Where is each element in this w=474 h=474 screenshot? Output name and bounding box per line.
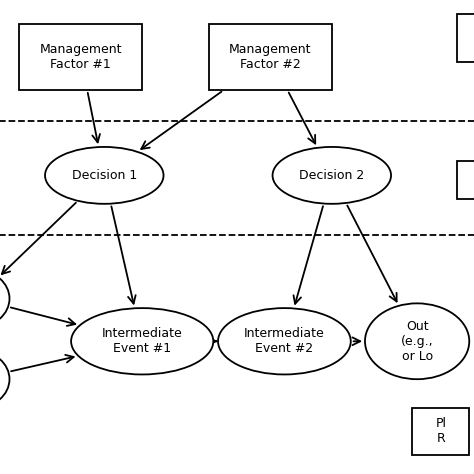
Ellipse shape <box>45 147 164 204</box>
Ellipse shape <box>218 308 351 374</box>
Ellipse shape <box>0 270 9 327</box>
FancyBboxPatch shape <box>412 408 469 455</box>
Text: Intermediate
Event #1: Intermediate Event #1 <box>102 327 182 356</box>
Text: Management
Factor #1: Management Factor #1 <box>39 43 122 71</box>
FancyBboxPatch shape <box>209 24 332 90</box>
Text: Intermediate
Event #2: Intermediate Event #2 <box>244 327 325 356</box>
Ellipse shape <box>0 351 9 408</box>
Text: Management
Factor #2: Management Factor #2 <box>229 43 311 71</box>
Text: Pl
R: Pl R <box>435 417 447 446</box>
FancyBboxPatch shape <box>457 161 474 199</box>
FancyBboxPatch shape <box>457 14 474 62</box>
Text: Out
(e.g.,
or Lo: Out (e.g., or Lo <box>401 320 433 363</box>
Ellipse shape <box>273 147 391 204</box>
Text: Decision 2: Decision 2 <box>299 169 365 182</box>
Ellipse shape <box>71 308 213 374</box>
Ellipse shape <box>365 303 469 379</box>
FancyBboxPatch shape <box>19 24 142 90</box>
Text: Decision 1: Decision 1 <box>72 169 137 182</box>
